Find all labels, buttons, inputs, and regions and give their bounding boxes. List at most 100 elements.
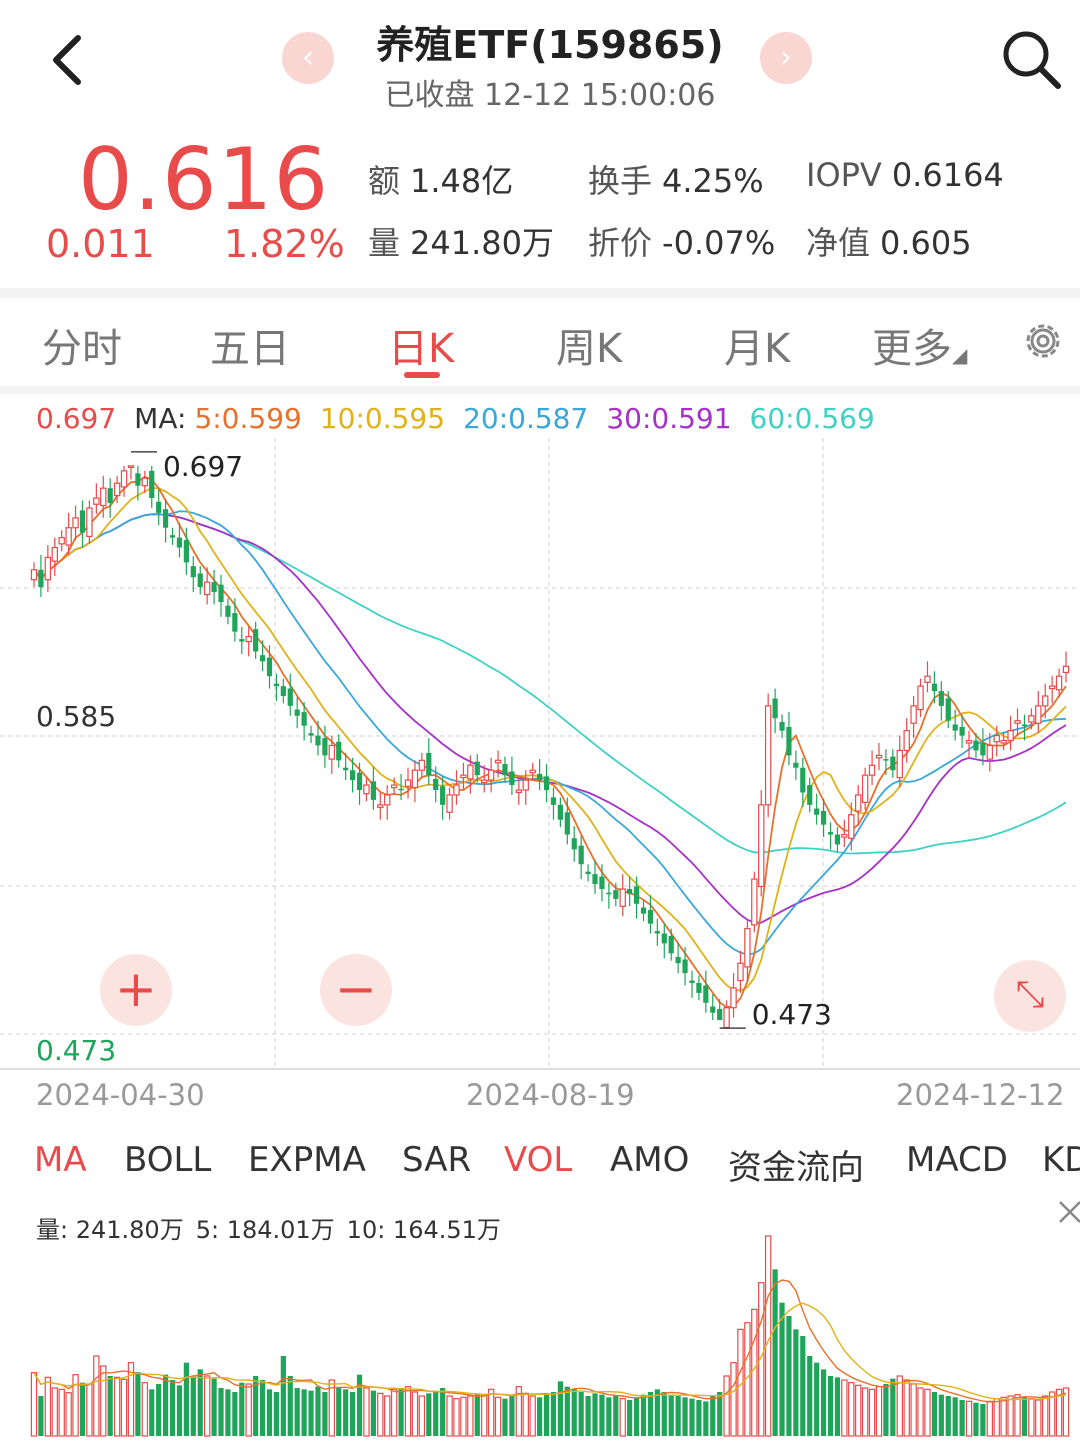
volume-bar: [647, 1392, 654, 1436]
stat-iopv-label: IOPV: [806, 156, 882, 194]
indicator-boll[interactable]: BOLL: [124, 1140, 212, 1180]
ma60-line: [33, 513, 1067, 855]
volume-bar: [1000, 1396, 1007, 1437]
candle: [266, 645, 273, 689]
candle: [543, 764, 550, 803]
candle: [1021, 714, 1028, 741]
indicator-fund-flow[interactable]: 资金流向: [728, 1148, 864, 1188]
indicator-expma[interactable]: EXPMA: [248, 1140, 366, 1180]
candle: [328, 735, 336, 774]
back-arrow-icon[interactable]: [44, 30, 94, 90]
candle: [377, 792, 384, 820]
zoom-out-button[interactable]: −: [320, 954, 392, 1026]
candle: [606, 882, 612, 909]
indicator-kd[interactable]: KD: [1042, 1140, 1080, 1180]
date-label-start: 2024-04-30: [36, 1078, 205, 1112]
indicator-ma[interactable]: MA: [34, 1140, 87, 1180]
volume-bar: [232, 1392, 238, 1436]
volume-bar: [481, 1394, 488, 1437]
candle: [343, 752, 349, 781]
volume-bar: [633, 1397, 640, 1436]
tab-more[interactable]: 更多◢: [872, 316, 967, 374]
candle: [350, 757, 356, 793]
candle: [537, 759, 543, 791]
candle: [814, 793, 820, 825]
candle: [162, 499, 169, 543]
candle: [225, 598, 231, 625]
indicator-vol[interactable]: VOL: [504, 1140, 573, 1180]
gear-icon[interactable]: [1020, 318, 1066, 364]
tab-weekly-k[interactable]: 周K: [556, 326, 623, 372]
volume-bar: [820, 1369, 827, 1436]
ma-legend: 0.697 MA: 5:0.599 10:0.595 20:0.587 30:0.591 6…: [36, 402, 893, 435]
volume-bar: [426, 1393, 432, 1436]
volume-bar: [703, 1401, 709, 1436]
volume-bar: [398, 1388, 404, 1436]
date-label-end: 2024-12-12: [896, 1078, 1065, 1112]
indicator-sar[interactable]: SAR: [402, 1140, 472, 1180]
candle: [120, 465, 128, 497]
tab-daily-k[interactable]: 日K: [388, 326, 455, 372]
volume-bar: [668, 1394, 674, 1436]
volume-bar: [141, 1382, 149, 1437]
tab-monthly-k[interactable]: 月K: [724, 326, 791, 372]
tab-five-day[interactable]: 五日: [210, 326, 290, 372]
volume-bar: [418, 1395, 426, 1437]
divider: [0, 386, 1080, 394]
indicator-amo[interactable]: AMO: [610, 1140, 690, 1180]
candle: [183, 527, 189, 575]
volume-bar: [744, 1322, 751, 1437]
candle: [779, 714, 785, 739]
candle: [758, 790, 765, 897]
volume-bar: [266, 1389, 273, 1436]
candle: [38, 554, 44, 598]
zoom-in-button[interactable]: +: [100, 954, 172, 1026]
volume-bar: [606, 1397, 612, 1436]
volume-bar: [51, 1387, 58, 1437]
tab-more-label: 更多: [872, 326, 952, 372]
candle: [841, 819, 848, 847]
candle: [474, 754, 480, 783]
candle: [280, 678, 286, 704]
candle: [980, 728, 986, 766]
stat-amount-label: 额: [368, 162, 401, 200]
date-label-mid: 2024-08-19: [466, 1078, 635, 1112]
stat-amount: 额 1.48亿: [368, 156, 513, 202]
volume-bar: [1062, 1387, 1070, 1437]
volume-bar: [280, 1356, 286, 1436]
search-icon[interactable]: [1000, 28, 1064, 92]
candle: [169, 527, 176, 546]
volume-bar: [211, 1378, 217, 1436]
candle: [211, 569, 217, 605]
volume-bar: [529, 1395, 536, 1437]
volume-bar: [896, 1375, 903, 1437]
last-price: 0.616: [78, 130, 330, 230]
volume-bar: [807, 1356, 813, 1436]
stat-discount: 折价 -0.07%: [588, 218, 775, 264]
close-icon[interactable]: [1056, 1198, 1080, 1226]
volume-bars: [30, 1235, 1070, 1437]
tab-intraday[interactable]: 分时: [42, 326, 122, 372]
volume-bar: [245, 1383, 252, 1437]
y-axis-low-label: 0.473: [36, 1034, 117, 1067]
next-stock-button[interactable]: ›: [760, 32, 812, 84]
volume-bar: [294, 1388, 300, 1436]
candle: [460, 762, 467, 791]
volume-bar: [1048, 1391, 1056, 1437]
candle: [356, 762, 363, 805]
volume-bar: [599, 1394, 605, 1436]
volume-bar: [855, 1384, 862, 1437]
volume-bar: [38, 1396, 44, 1436]
market-status: 已收盘 12-12 15:00:06: [384, 78, 716, 113]
candle: [689, 970, 695, 998]
candlestick-chart[interactable]: 0.697 0.473: [0, 438, 1080, 1070]
candle: [93, 483, 100, 515]
indicator-tabs: MA BOLL EXPMA SAR VOL AMO 资金流向 MACD KD: [0, 1134, 1080, 1188]
expand-icon[interactable]: ⤡: [994, 960, 1066, 1032]
prev-stock-button[interactable]: ‹: [282, 32, 334, 84]
volume-bar: [903, 1379, 910, 1437]
stat-nav: 净值 0.605: [806, 218, 972, 264]
candle: [903, 718, 910, 763]
volume-bar: [841, 1379, 848, 1437]
indicator-macd[interactable]: MACD: [906, 1140, 1008, 1180]
